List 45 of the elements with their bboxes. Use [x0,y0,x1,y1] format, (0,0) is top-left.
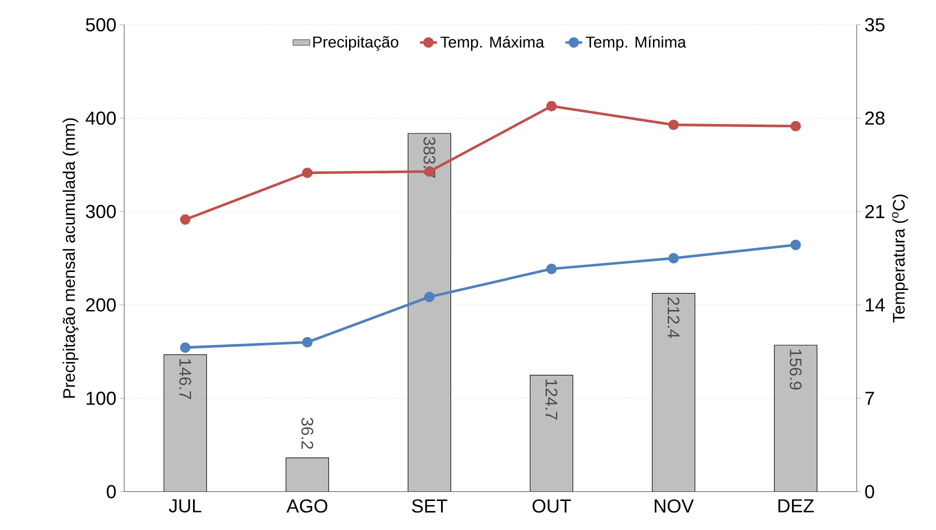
y-tick-label: 200 [86,298,116,312]
point [668,252,679,264]
point [302,167,313,178]
bar [408,133,451,492]
point [668,119,679,130]
data-label: 146.7 [179,358,192,399]
data-label: 212.4 [668,297,680,338]
y2-tick-label: 14 [866,298,885,312]
x-tick-label: DEZ [778,499,814,512]
y-tick-label: 400 [86,111,116,125]
bar [774,344,818,492]
x-tick-label: AGO [286,499,328,512]
point [302,336,313,348]
y-tick-label: 100 [86,391,116,405]
x-tick-label: SET [412,499,448,512]
point [180,342,190,353]
x-tick-label: OUT [532,499,571,512]
x-tick-label: NOV [654,499,694,512]
point [546,264,557,274]
point [546,100,557,112]
y2-tick-label: 7 [865,392,874,405]
point [424,292,435,302]
legend-label: Temp. Mínima [586,36,686,51]
bar [164,354,207,492]
data-label: 36.2 [301,418,314,449]
bar [530,375,573,492]
y2-tick-label: 28 [865,111,884,125]
legend-label: Temp. Máxima [440,36,544,51]
legend-label: Precipitação [313,36,398,51]
y-tick-label: 0 [106,484,116,498]
bar [652,293,695,492]
x-tick-label: JUL [168,499,202,512]
point [790,239,801,250]
data-label: 124.7 [546,380,558,420]
y2-tick-label: 0 [865,484,874,498]
y-axis-title: Precipitação mensal acumulada (mm) [62,118,78,398]
point [790,120,801,132]
y-tick-label: 300 [86,204,116,218]
y2-tick-label: 35 [865,18,884,32]
point [180,214,190,225]
y2-tick-label: 21 [865,204,884,218]
data-label: 156.9 [790,349,802,390]
bar [286,458,329,492]
y2-axis-title: Temperatura ($^{o}$C) [892,194,908,322]
y-tick-label: 500 [86,18,116,32]
